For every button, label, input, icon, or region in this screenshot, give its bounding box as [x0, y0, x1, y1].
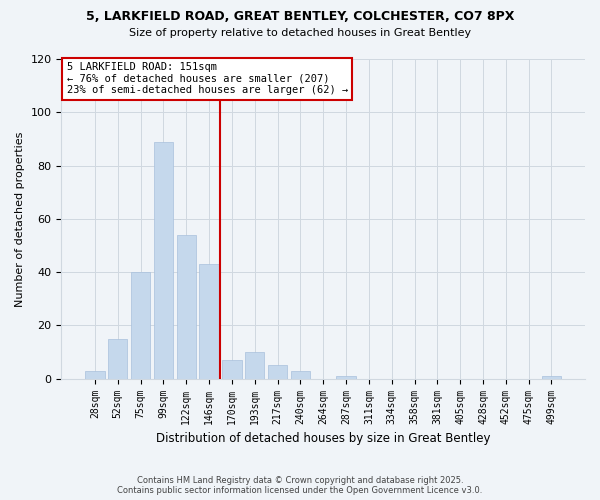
Bar	[337, 376, 356, 378]
Bar	[131, 272, 150, 378]
Bar	[268, 366, 287, 378]
Text: Contains HM Land Registry data © Crown copyright and database right 2025.
Contai: Contains HM Land Registry data © Crown c…	[118, 476, 482, 495]
Text: 5, LARKFIELD ROAD, GREAT BENTLEY, COLCHESTER, CO7 8PX: 5, LARKFIELD ROAD, GREAT BENTLEY, COLCHE…	[86, 10, 514, 23]
Text: 5 LARKFIELD ROAD: 151sqm
← 76% of detached houses are smaller (207)
23% of semi-: 5 LARKFIELD ROAD: 151sqm ← 76% of detach…	[67, 62, 348, 96]
Bar	[85, 370, 104, 378]
Bar	[542, 376, 561, 378]
Text: Size of property relative to detached houses in Great Bentley: Size of property relative to detached ho…	[129, 28, 471, 38]
Y-axis label: Number of detached properties: Number of detached properties	[15, 131, 25, 306]
Bar	[199, 264, 219, 378]
Bar	[290, 370, 310, 378]
Bar	[245, 352, 265, 378]
Bar	[176, 235, 196, 378]
X-axis label: Distribution of detached houses by size in Great Bentley: Distribution of detached houses by size …	[156, 432, 490, 445]
Bar	[108, 338, 127, 378]
Bar	[154, 142, 173, 378]
Bar	[222, 360, 242, 378]
